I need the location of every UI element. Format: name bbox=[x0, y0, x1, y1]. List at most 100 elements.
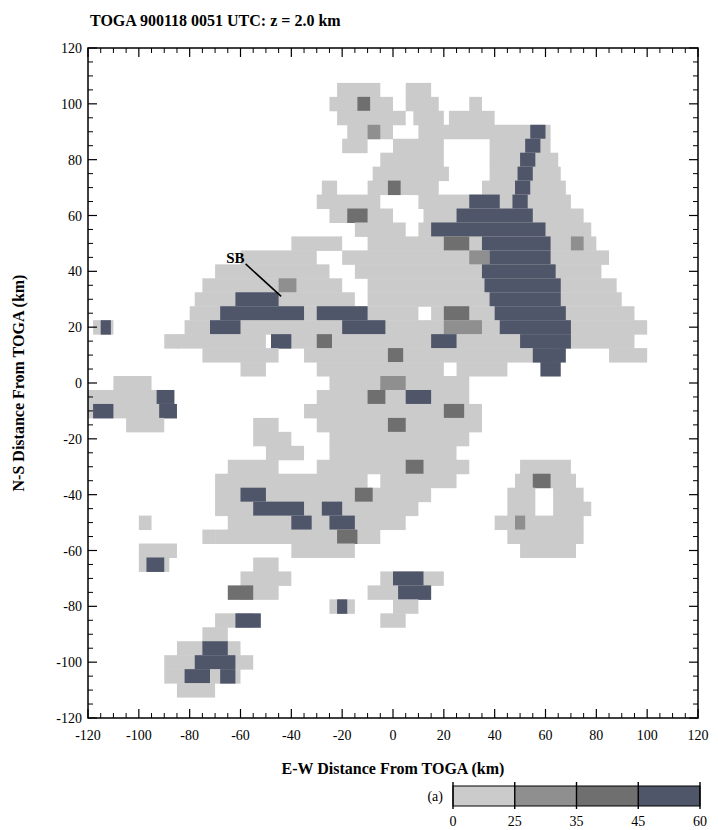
echo-cell bbox=[195, 655, 236, 669]
y-minor-tick-right bbox=[693, 243, 698, 244]
echo-cell bbox=[329, 432, 469, 446]
echo-cell bbox=[164, 669, 240, 683]
x-minor-tick bbox=[126, 713, 127, 718]
x-minor-tick bbox=[685, 713, 686, 718]
echo-cell bbox=[553, 502, 591, 516]
echo-cell bbox=[88, 404, 177, 418]
echo-cell bbox=[317, 460, 470, 474]
x-minor-tick-top bbox=[672, 48, 673, 53]
x-tick-label: -100 bbox=[126, 728, 152, 743]
echo-cell bbox=[215, 474, 367, 488]
echo-cell bbox=[553, 488, 584, 502]
echo-cell bbox=[530, 125, 545, 139]
y-minor-tick bbox=[88, 634, 93, 635]
y-minor-tick bbox=[88, 229, 93, 230]
echo-cell bbox=[515, 516, 525, 530]
echo-cell bbox=[342, 139, 367, 153]
echo-cell bbox=[337, 111, 406, 125]
echo-cell bbox=[393, 599, 418, 613]
echo-cell bbox=[444, 320, 482, 334]
echo-cell bbox=[388, 418, 406, 432]
y-minor-tick-right bbox=[693, 131, 698, 132]
colorbar-tick bbox=[576, 782, 577, 809]
x-minor-tick-top bbox=[431, 48, 432, 53]
colorbar-segment bbox=[577, 786, 639, 806]
y-minor-tick bbox=[88, 285, 93, 286]
echo-cell bbox=[431, 306, 634, 320]
x-minor-tick bbox=[634, 713, 635, 718]
echo-cell bbox=[126, 418, 164, 432]
x-tick bbox=[647, 709, 648, 718]
echo-cell bbox=[373, 167, 449, 181]
echo-cell bbox=[329, 599, 354, 613]
x-tick-label: 100 bbox=[637, 728, 658, 743]
y-tick-label: 20 bbox=[68, 320, 82, 335]
y-minor-tick bbox=[88, 201, 93, 202]
echo-cell bbox=[241, 571, 292, 585]
echo-cell bbox=[431, 222, 545, 236]
echo-cell bbox=[485, 278, 561, 292]
x-minor-tick-top bbox=[100, 48, 101, 53]
y-minor-tick-right bbox=[693, 75, 698, 76]
echo-cell bbox=[317, 334, 332, 348]
echo-cell bbox=[177, 641, 241, 655]
x-tick-label: -40 bbox=[282, 728, 301, 743]
echo-cell bbox=[304, 348, 558, 362]
echo-cell bbox=[368, 585, 432, 599]
y-minor-tick-right bbox=[693, 522, 698, 523]
echo-cell bbox=[357, 97, 370, 111]
x-minor-tick bbox=[456, 713, 457, 718]
echo-cell bbox=[533, 348, 566, 362]
x-minor-tick-top bbox=[380, 48, 381, 53]
y-minor-tick-right bbox=[693, 355, 698, 356]
echo-cell bbox=[329, 209, 393, 223]
echo-cell bbox=[388, 348, 403, 362]
x-minor-tick-top bbox=[456, 48, 457, 53]
echo-cell bbox=[253, 432, 291, 446]
echo-cell bbox=[393, 571, 424, 585]
echo-cell bbox=[355, 222, 406, 236]
x-minor-tick-top bbox=[570, 48, 571, 53]
echo-cell bbox=[457, 362, 508, 376]
x-minor-tick bbox=[418, 713, 419, 718]
echo-cell bbox=[177, 334, 266, 348]
x-minor-tick bbox=[583, 713, 584, 718]
echo-cell bbox=[291, 236, 342, 250]
echo-cell bbox=[518, 167, 533, 181]
chart: TOGA 900118 0051 UTC: z = 2.0 km-120-100… bbox=[0, 0, 718, 830]
y-minor-tick bbox=[88, 592, 93, 593]
echo-cell bbox=[202, 627, 227, 641]
echo-cell bbox=[202, 278, 342, 292]
y-minor-tick bbox=[88, 75, 93, 76]
echo-cell bbox=[215, 530, 380, 544]
y-minor-tick bbox=[88, 145, 93, 146]
echo-cell bbox=[228, 460, 279, 474]
y-minor-tick-right bbox=[693, 396, 698, 397]
y-tick bbox=[88, 215, 97, 216]
echo-cell bbox=[368, 390, 386, 404]
echo-field bbox=[88, 83, 647, 698]
y-minor-tick bbox=[88, 313, 93, 314]
echo-cell bbox=[457, 209, 533, 223]
x-tick bbox=[291, 709, 292, 718]
y-minor-tick bbox=[88, 522, 93, 523]
echo-cell bbox=[571, 236, 584, 250]
echo-cell bbox=[482, 236, 551, 250]
colorbar-tick-label: 45 bbox=[631, 814, 645, 829]
echo-cell bbox=[469, 195, 500, 209]
x-minor-tick bbox=[151, 713, 152, 718]
echo-cell bbox=[266, 446, 304, 460]
echo-cell bbox=[185, 669, 210, 683]
y-minor-tick-right bbox=[693, 341, 698, 342]
echo-cell bbox=[317, 195, 381, 209]
echo-cell bbox=[355, 488, 373, 502]
y-tick-label: -60 bbox=[63, 544, 82, 559]
y-minor-tick bbox=[88, 89, 93, 90]
echo-cell bbox=[329, 376, 469, 390]
echo-cell bbox=[500, 320, 571, 334]
x-tick-top bbox=[342, 48, 343, 57]
y-tick-right bbox=[689, 662, 698, 663]
echo-cell bbox=[210, 320, 241, 334]
y-tick-right bbox=[689, 215, 698, 216]
colorbar-segment bbox=[453, 786, 515, 806]
